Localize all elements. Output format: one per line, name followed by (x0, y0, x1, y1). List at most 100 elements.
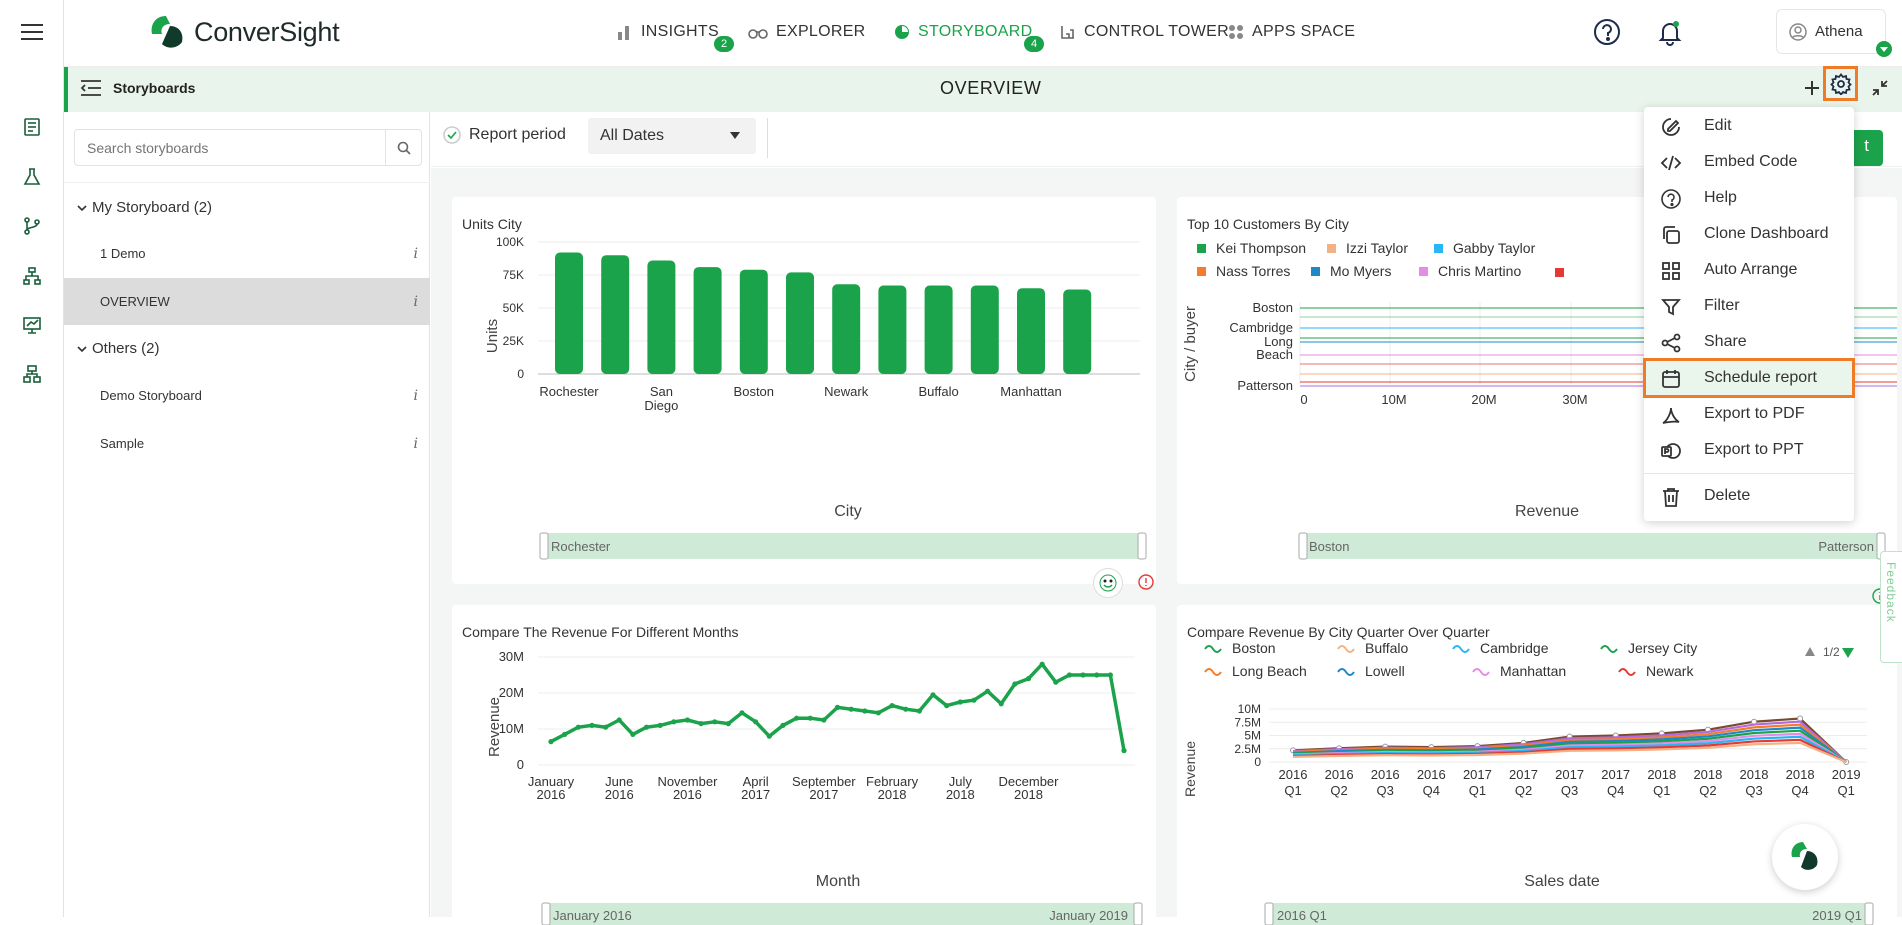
nav-control-tower[interactable]: CONTROL TOWER (1060, 20, 1229, 44)
data-point (698, 721, 703, 726)
calendar-icon (1660, 368, 1682, 390)
branch-icon[interactable] (18, 212, 46, 240)
sidebar-item-overview[interactable]: OVERVIEW i (64, 278, 430, 325)
report-icon[interactable] (18, 113, 46, 141)
help-icon[interactable] (1593, 18, 1621, 51)
search-storyboards-input[interactable] (75, 130, 385, 165)
app-logo[interactable]: ConverSight (148, 14, 339, 50)
flask-icon[interactable] (18, 163, 46, 191)
menu-item-help[interactable]: Help (1644, 181, 1854, 215)
x-tick-label: 0 (1300, 392, 1307, 407)
x-tick-label: Q4 (1791, 783, 1808, 798)
x-axis-label: Sales date (1524, 873, 1600, 890)
data-point (889, 703, 894, 708)
menu-item-share[interactable]: Share (1644, 325, 1854, 359)
menu-item-filter[interactable]: Filter (1644, 289, 1854, 323)
group-label: My Storyboard (2) (92, 199, 212, 216)
assistant-icon[interactable] (1093, 568, 1123, 598)
bar (1017, 288, 1045, 374)
data-point (712, 719, 717, 724)
info-icon[interactable]: i (414, 436, 418, 452)
presentation-icon[interactable] (18, 311, 46, 339)
sidebar-item-1-demo[interactable]: 1 Demo i (64, 230, 430, 277)
menu-item-export-pdf[interactable]: Export to PDF (1644, 397, 1854, 431)
x-tick-label: 2016 (673, 787, 702, 802)
menu-item-export-ppt[interactable]: Export to PPT (1644, 433, 1854, 467)
nav-apps-space[interactable]: APPS SPACE (1228, 20, 1355, 44)
y-tick-label: 0 (517, 367, 524, 381)
x-tick-label: Q4 (1423, 783, 1440, 798)
collapse-icon[interactable] (1872, 80, 1888, 101)
hierarchy-icon[interactable] (18, 262, 46, 290)
menu-item-edit[interactable]: Edit (1644, 109, 1854, 143)
menu-item-clone-dashboard[interactable]: Clone Dashboard (1644, 217, 1854, 251)
y-tick-label: 0 (1254, 755, 1261, 769)
x-axis-label: City (834, 503, 862, 520)
storyboard-badge: 4 (1024, 36, 1044, 52)
revenue-months-chart[interactable]: Revenue Month January 2016 January 2019 … (452, 605, 1156, 925)
data-point (589, 723, 594, 728)
x-tick-label: Q1 (1284, 783, 1301, 798)
data-point (903, 707, 908, 712)
legend-swatch (1453, 646, 1469, 652)
hamburger-menu-icon[interactable] (18, 18, 46, 46)
menu-item-label: Auto Arrange (1704, 261, 1797, 279)
nav-storyboard[interactable]: STORYBOARD (894, 20, 1032, 44)
legend-prev-icon (1805, 647, 1815, 656)
notification-bell-icon[interactable] (1656, 18, 1684, 51)
report-period-toggle[interactable]: Report period (443, 126, 566, 144)
legend-label: Gabby Taylor (1453, 240, 1536, 256)
x-tick-label: Q3 (1561, 783, 1578, 798)
group-my-storyboard[interactable]: My Storyboard (2) (64, 184, 430, 231)
user-dropdown-icon[interactable] (1875, 40, 1893, 58)
ppt-icon (1660, 440, 1682, 462)
data-point (576, 725, 581, 730)
nav-insights[interactable]: INSIGHTS (617, 20, 719, 44)
x-tick-label: Diego (644, 398, 678, 413)
data-point (685, 717, 690, 722)
data-point (862, 708, 867, 713)
units-city-chart[interactable]: Units City Rochester 025K50K75K100KRoche… (452, 197, 1156, 584)
menu-item-label: Filter (1704, 297, 1740, 315)
group-others[interactable]: Others (2) (64, 325, 430, 372)
info-icon[interactable]: i (414, 388, 418, 404)
range-slider-handle-left (540, 533, 548, 559)
chat-assistant-button[interactable] (1772, 824, 1838, 890)
alert-info-icon[interactable] (1138, 574, 1154, 595)
x-tick-label: Rochester (539, 384, 599, 399)
date-range-select[interactable]: All Dates (588, 118, 756, 154)
report-period-label: Report period (469, 126, 566, 144)
x-tick-label: Q1 (1838, 783, 1855, 798)
menu-item-delete[interactable]: Delete (1644, 479, 1854, 513)
menu-item-schedule-report[interactable]: Schedule report (1646, 361, 1852, 395)
user-menu[interactable]: Athena (1776, 9, 1886, 54)
add-icon[interactable] (1802, 78, 1822, 103)
nav-explorer[interactable]: EXPLORER (748, 20, 866, 44)
y-tick-label: Cambridge (1229, 320, 1293, 335)
x-tick-label: Boston (734, 384, 774, 399)
info-icon[interactable]: i (414, 294, 418, 310)
data-point (671, 719, 676, 724)
x-tick-label: Q1 (1469, 783, 1486, 798)
control-tower-icon (1060, 24, 1076, 40)
menu-item-auto-arrange[interactable]: Auto Arrange (1644, 253, 1854, 287)
data-point (985, 689, 990, 694)
storyboards-toggle-icon[interactable] (80, 79, 102, 102)
chevron-down-icon (76, 343, 88, 355)
feedback-tab[interactable]: Feedback (1880, 551, 1902, 663)
info-icon[interactable]: i (414, 246, 418, 262)
y-tick-label: Boston (1253, 300, 1293, 315)
x-tick-label: Q1 (1653, 783, 1670, 798)
search-icon[interactable] (385, 130, 422, 165)
settings-gear-icon[interactable] (1823, 66, 1858, 101)
x-tick-label: 2016 (1371, 767, 1400, 782)
sidebar-item-demo-storyboard[interactable]: Demo Storyboard i (64, 372, 430, 419)
org-chart-icon[interactable] (18, 360, 46, 388)
sidebar-item-sample[interactable]: Sample i (64, 420, 430, 467)
menu-item-label: Clone Dashboard (1704, 225, 1829, 243)
x-tick-label: Q3 (1745, 783, 1762, 798)
menu-item-embed-code[interactable]: Embed Code (1644, 145, 1854, 179)
top-bar: ConverSight INSIGHTS 2 EXPLORER STORYBOA… (64, 0, 1902, 67)
legend-next-icon (1842, 648, 1854, 658)
legend-label: Izzi Taylor (1346, 240, 1408, 256)
